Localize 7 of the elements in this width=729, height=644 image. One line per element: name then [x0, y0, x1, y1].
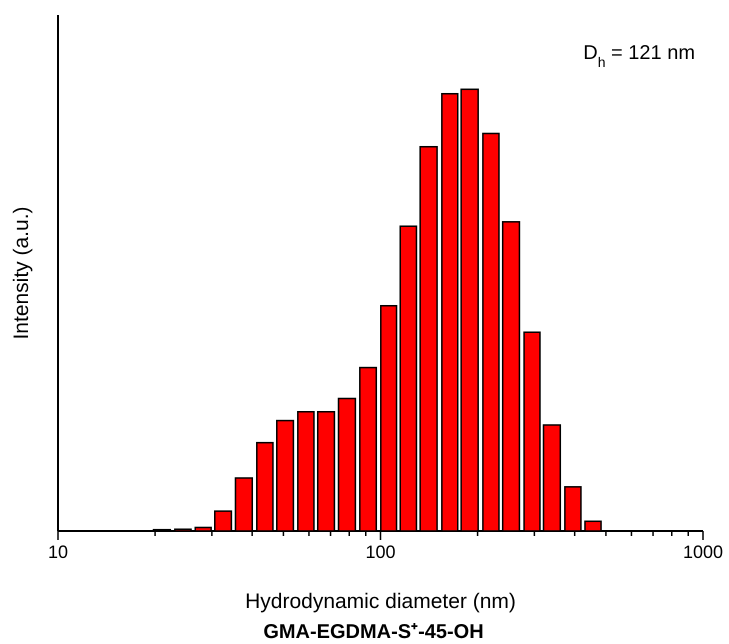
x-axis-title: Hydrodynamic diameter (nm) [245, 590, 516, 613]
x-tick-label: 1000 [682, 542, 724, 562]
y-axis-title: Intensity (a.u.) [10, 206, 33, 340]
x-tick-label: 10 [48, 542, 68, 562]
text: D$_{h}$ = 121 nm [583, 42, 695, 70]
text: GMA-EGDMA-S⁺-45-OH [263, 621, 484, 643]
x-tick-label: 100 [365, 542, 396, 562]
